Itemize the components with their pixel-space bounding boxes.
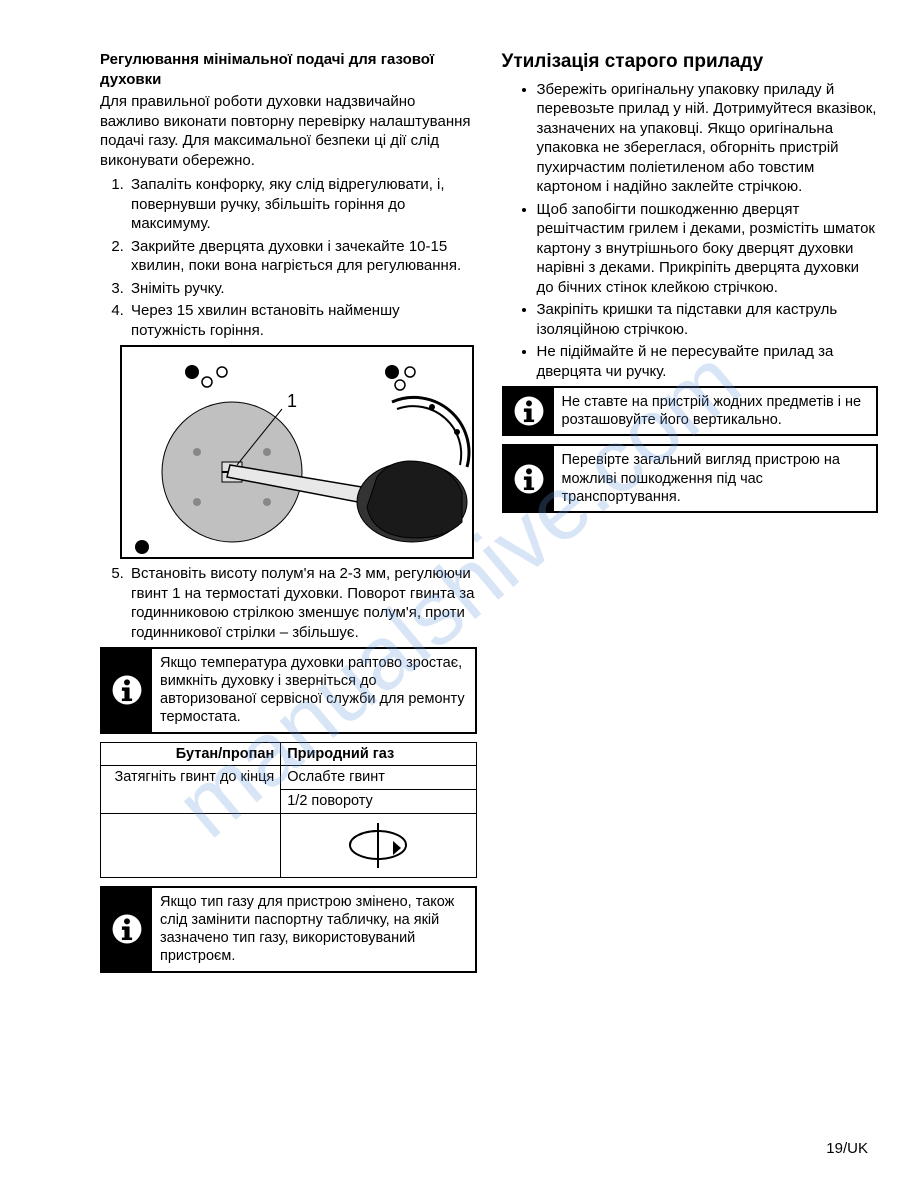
info-text: Якщо температура духовки раптово зростає… [152, 649, 475, 732]
info-box-no-objects: Не ставте на пристрій жодних предметів і… [502, 386, 879, 436]
steps-list-cont: Встановіть висоту полум'я на 2-3 мм, рег… [100, 564, 477, 642]
info-box-temperature: Якщо температура духовки раптово зростає… [100, 647, 477, 734]
page: manualshive.com Регулювання мінімальної … [0, 0, 918, 1188]
info-icon [504, 388, 554, 434]
bullets: Збережіть оригінальну упаковку приладу й… [502, 80, 879, 382]
table-header-left: Бутан/пропан [101, 742, 281, 766]
heading: Утилізація старого приладу [502, 50, 879, 75]
table-header-right: Природний газ [281, 742, 476, 766]
step-2: Закрийте дверцята духовки і зачекайте 10… [128, 237, 477, 276]
intro-paragraph: Для правильної роботи духовки надзвичайн… [100, 92, 477, 170]
figure-svg: 1 [122, 347, 472, 557]
bullet-4: Не підіймайте й не пересувайте прилад за… [537, 342, 879, 381]
steps-list: Запаліть конфорку, яку слід відрегулюват… [100, 175, 477, 340]
columns: Регулювання мінімальної подачі для газов… [100, 50, 878, 981]
page-number: 19/UK [826, 1139, 868, 1159]
left-column: Регулювання мінімальної подачі для газов… [100, 50, 477, 981]
table-cell-left: Затягніть гвинт до кінця [101, 766, 281, 814]
bullet-3: Закріпіть кришки та підставки для кастру… [537, 300, 879, 339]
step-3: Зніміть ручку. [128, 279, 477, 299]
info-icon [102, 888, 152, 971]
info-text: Перевірте загальний вигляд пристрою на м… [554, 446, 877, 510]
table-cell-diagram [281, 814, 476, 878]
table-cell-right1: Ослабте гвинт [281, 766, 476, 790]
rotation-icon [343, 818, 413, 873]
bullet-2: Щоб запобігти пошкодженню дверцят решітч… [537, 200, 879, 298]
right-column: Утилізація старого приладу Збережіть ори… [502, 50, 879, 981]
bullet-1: Збережіть оригінальну упаковку приладу й… [537, 80, 879, 197]
adjustment-figure: 1 [120, 345, 474, 559]
table-cell-right2: 1/2 повороту [281, 790, 476, 814]
section-title: Регулювання мінімальної подачі для газов… [100, 50, 477, 89]
table-cell-empty [101, 814, 281, 878]
info-box-check-damage: Перевірте загальний вигляд пристрою на м… [502, 444, 879, 512]
figure-label-1: 1 [287, 391, 297, 411]
gas-table: Бутан/пропан Природний газ Затягніть гви… [100, 742, 477, 879]
info-box-gas-type: Якщо тип газу для пристрою змінено, тако… [100, 886, 477, 973]
step-5: Встановіть висоту полум'я на 2-3 мм, рег… [128, 564, 477, 642]
step-1: Запаліть конфорку, яку слід відрегулюват… [128, 175, 477, 234]
info-text: Якщо тип газу для пристрою змінено, тако… [152, 888, 475, 971]
step-4: Через 15 хвилин встановіть найменшу поту… [128, 301, 477, 340]
info-icon [504, 446, 554, 510]
info-text: Не ставте на пристрій жодних предметів і… [554, 388, 877, 434]
info-icon [102, 649, 152, 732]
